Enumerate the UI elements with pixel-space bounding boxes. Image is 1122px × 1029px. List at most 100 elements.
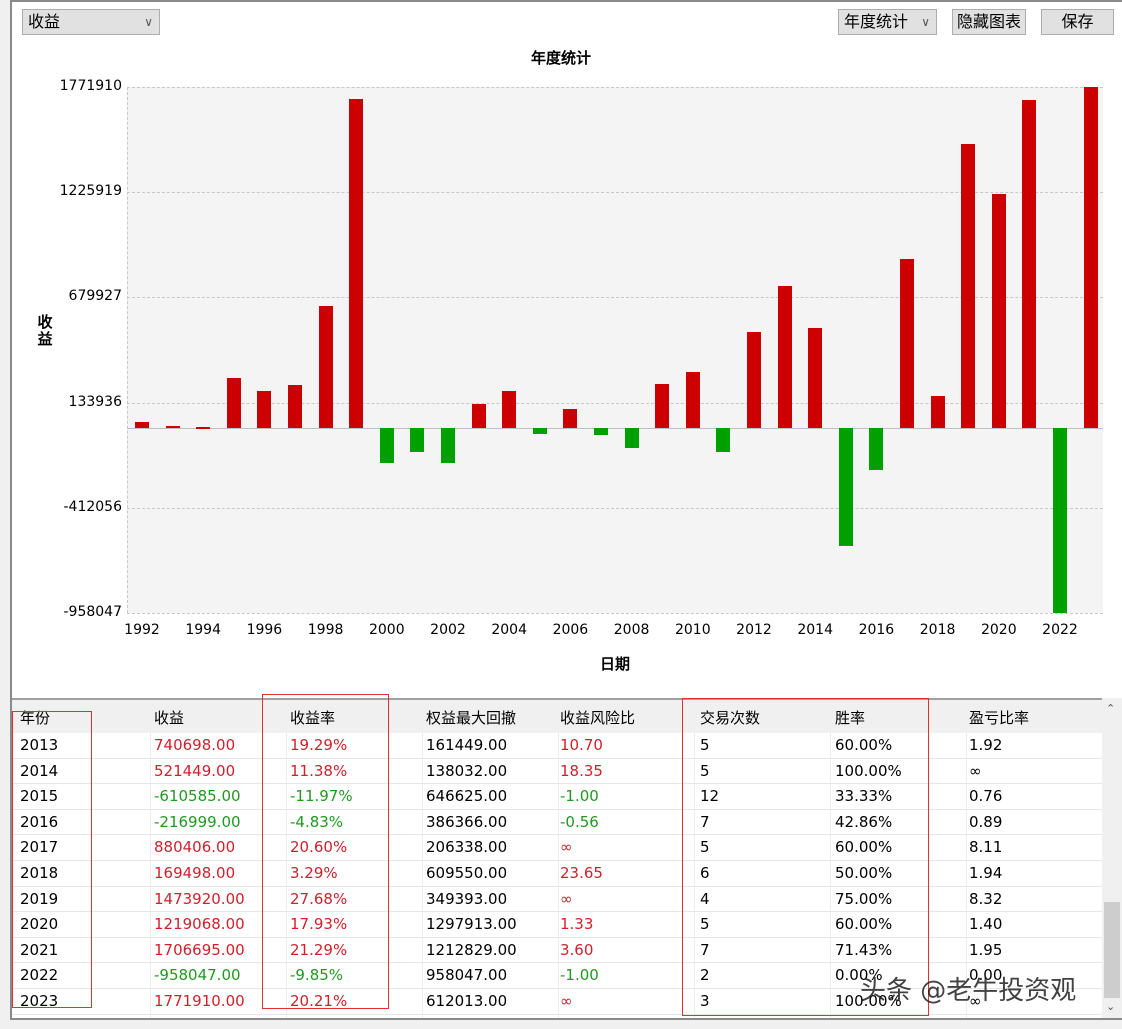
scroll-up-icon[interactable]: ⌃ — [1106, 702, 1116, 715]
annual-stats-table: 年份 收益 收益率 权益最大回撤 收益风险比 交易次数 胜率 盈亏比率 2013 740698.… — [12, 698, 1102, 1020]
cell-year: 2017 — [20, 838, 59, 857]
gridline — [127, 507, 1103, 509]
y-tick-label: -958047 — [63, 604, 123, 620]
cell-trades: 12 — [700, 787, 720, 806]
column-header[interactable]: 胜率 — [835, 709, 866, 727]
y-tick-label: 679927 — [68, 288, 122, 305]
x-tick-label: 2020 — [980, 622, 1017, 638]
cell-profit: 1771910.00 — [154, 992, 245, 1010]
bar-2014 — [808, 327, 823, 429]
x-tick-label: 1992 — [124, 622, 160, 638]
scroll-down-icon[interactable]: ⌄ — [1106, 1000, 1116, 1013]
column-header[interactable]: 交易次数 — [700, 709, 761, 727]
cell-rate: 19.29% — [290, 736, 348, 754]
cell-profit: -958047.00 — [154, 966, 241, 985]
cell-year: 2018 — [20, 864, 59, 882]
cell-maxdd: 386366.00 — [426, 812, 508, 831]
bar-1994 — [196, 427, 211, 430]
bar-2005 — [532, 428, 547, 435]
hide-chart-button[interactable]: 隐藏图表 — [952, 9, 1026, 35]
cell-maxdd: 609550.00 — [426, 864, 508, 882]
table-row[interactable]: 2022 -958047.00 -9.85% 958047.00 -1.00 2 0.00%… — [12, 963, 1102, 989]
bar-1999 — [349, 98, 364, 429]
cell-year: 2014 — [20, 761, 59, 780]
table-vertical-scrollbar[interactable]: ⌃ ⌄ — [1102, 698, 1122, 1018]
table-row[interactable]: 2013 740698.00 19.29% 161449.00 10.70 5 60.00%… — [12, 733, 1102, 759]
bar-1996 — [257, 391, 272, 429]
cell-rate: -11.97% — [290, 787, 353, 806]
cell-maxdd: 349393.00 — [426, 889, 508, 908]
gridline — [127, 402, 1103, 404]
cell-pl: 1.94 — [969, 864, 1003, 882]
y-tick-label: -412056 — [63, 498, 123, 515]
column-divider — [830, 733, 831, 1020]
cell-win: 60.00% — [835, 838, 893, 857]
bar-2022 — [1053, 428, 1067, 613]
cell-rate: 17.93% — [290, 915, 348, 934]
gridline — [127, 192, 1103, 194]
bar-2011 — [716, 428, 731, 452]
y-tick-label: 1225919 — [59, 183, 122, 200]
column-divider — [150, 733, 151, 1020]
cell-maxdd: 161449.00 — [426, 736, 508, 754]
cell-trades: 5 — [700, 915, 710, 934]
cell-trades: 2 — [700, 966, 710, 985]
cell-win: 60.00% — [835, 915, 893, 934]
cell-trades: 5 — [700, 838, 710, 857]
table-row[interactable]: 2017 880406.00 20.60% 206338.00 ∞ 5 60.00% 8.11 — [12, 835, 1102, 861]
column-header[interactable]: 年份 — [20, 709, 51, 727]
cell-rate: -4.83% — [290, 812, 344, 831]
table-row[interactable]: 2021 1706695.00 21.29% 1212829.00 3.60 7 71.43… — [12, 938, 1102, 964]
x-tick-label: 1996 — [246, 622, 283, 638]
chevron-down-icon: ∨ — [921, 15, 930, 29]
stats-mode-select[interactable]: 年度统计 ∨ — [838, 9, 937, 35]
cell-rr: 10.70 — [560, 736, 603, 754]
column-header[interactable]: 权益最大回撤 — [426, 709, 517, 727]
cell-win: 100.00% — [835, 992, 902, 1010]
metric-select[interactable]: 收益 ∨ — [22, 9, 160, 35]
bar-2020 — [991, 193, 1006, 429]
cell-profit: -216999.00 — [154, 812, 241, 831]
highlight-box-trades-winrate — [682, 698, 929, 1016]
column-header[interactable]: 盈亏比率 — [969, 709, 1030, 727]
cell-maxdd: 138032.00 — [426, 761, 508, 780]
column-divider — [694, 733, 695, 1020]
table-row[interactable]: 2020 1219068.00 17.93% 1297913.00 1.33 5 60.00… — [12, 912, 1102, 938]
scrollbar-thumb[interactable] — [1104, 902, 1120, 998]
column-divider — [286, 733, 287, 1020]
cell-pl: 0.00 — [969, 966, 1003, 985]
x-tick-label: 2002 — [430, 622, 466, 638]
save-button[interactable]: 保存 — [1041, 9, 1114, 35]
cell-win: 50.00% — [835, 864, 893, 882]
bar-2019 — [961, 144, 976, 429]
cell-year: 2020 — [20, 915, 59, 934]
table-row[interactable]: 2018 169498.00 3.29% 609550.00 23.65 6 50.00% 1… — [12, 861, 1102, 887]
table-row[interactable]: 2023 1771910.00 20.21% 612013.00 ∞ 3 100.00% ∞ — [12, 989, 1102, 1015]
cell-rr: 3.60 — [560, 940, 594, 959]
cell-rate: 27.68% — [290, 889, 348, 908]
cell-maxdd: 646625.00 — [426, 787, 508, 806]
column-divider — [558, 733, 559, 1020]
table-row[interactable]: 2014 521449.00 11.38% 138032.00 18.35 5 100.00… — [12, 759, 1102, 785]
column-header[interactable]: 收益率 — [290, 709, 336, 727]
bar-2023 — [1083, 87, 1098, 429]
cell-win: 71.43% — [835, 940, 893, 959]
table-row[interactable]: 2016 -216999.00 -4.83% 386366.00 -0.56 7 42.86… — [12, 810, 1102, 836]
column-header[interactable]: 收益 — [154, 709, 185, 727]
cell-rate: 20.60% — [290, 838, 348, 857]
bar-2013 — [777, 285, 792, 429]
column-header[interactable]: 收益风险比 — [560, 709, 636, 727]
chart-title: 年度统计 — [530, 49, 591, 67]
bar-2002 — [441, 428, 455, 464]
cell-profit: 1706695.00 — [154, 940, 245, 959]
bar-2018 — [930, 395, 945, 429]
cell-year: 2022 — [20, 966, 59, 985]
table-row[interactable]: 2019 1473920.00 27.68% 349393.00 ∞ 4 75.00% 8.3… — [12, 887, 1102, 913]
cell-year: 2016 — [20, 812, 59, 831]
cell-trades: 5 — [700, 736, 710, 754]
bar-2001 — [410, 428, 425, 452]
x-tick-label: 2022 — [1042, 622, 1078, 638]
table-row[interactable]: 2015 -610585.00 -11.97% 646625.00 -1.00 12 33.… — [12, 784, 1102, 810]
bar-2010 — [685, 372, 700, 429]
y-axis-line — [127, 87, 128, 613]
